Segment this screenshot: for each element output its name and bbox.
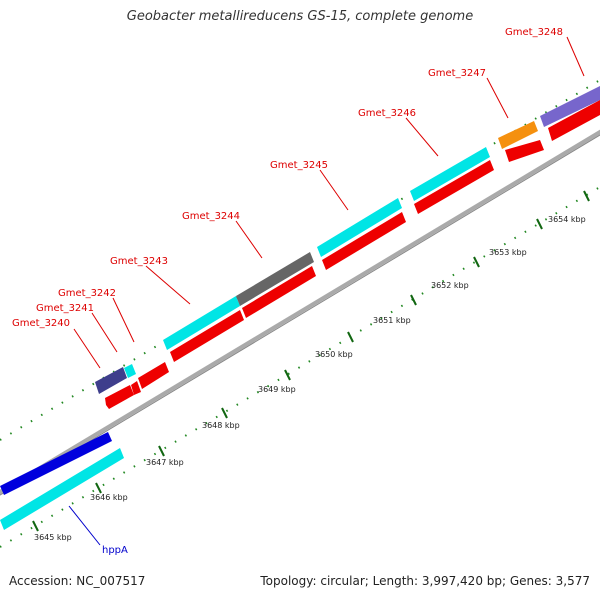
gene-Gmet_3240-block[interactable] [95, 367, 127, 394]
label-Gmet_3245[interactable]: Gmet_3245 [270, 160, 328, 171]
scale-label-3650: 3650 kbp [315, 350, 353, 359]
gene-Gmet_3241-block[interactable] [124, 364, 136, 378]
gene-reverse-arrow-1[interactable] [105, 385, 134, 409]
label-Gmet_3243[interactable]: Gmet_3243 [110, 256, 168, 267]
scale-label-3645: 3645 kbp [34, 533, 72, 542]
gene-reverse-arrow-5[interactable] [242, 266, 316, 318]
genome-backbone-shadow [0, 134, 600, 496]
gene-Gmet_3245-block[interactable] [317, 198, 402, 257]
inner-tick-row [0, 185, 600, 548]
gene-Gmet_3243-block[interactable] [163, 296, 240, 350]
map-title: Geobacter metallireducens GS-15, complet… [126, 9, 474, 24]
scale-label-3649: 3649 kbp [258, 385, 296, 394]
gene-Gmet_3244-block[interactable] [236, 252, 314, 306]
major-ticks [32, 190, 590, 532]
scale-label-3648: 3648 kbp [202, 421, 240, 430]
label-Gmet_3242[interactable]: Gmet_3242 [58, 288, 116, 299]
gene-reverse-arrow-9[interactable] [548, 100, 600, 141]
gene-reverse-arrow-6[interactable] [322, 212, 406, 270]
gene-reverse-arrow-3[interactable] [138, 362, 169, 389]
gene-Gmet_3242-arrow[interactable] [131, 381, 141, 395]
scale-label-3653: 3653 kbp [489, 248, 527, 257]
scale-label-3654: 3654 kbp [548, 215, 586, 224]
gene-Gmet_3246-block[interactable] [410, 147, 490, 201]
genome-stats-text: Topology: circular; Length: 3,997,420 bp… [260, 574, 590, 588]
gene-Gmet_3248-block[interactable] [540, 86, 600, 127]
gene-hppA-block[interactable] [0, 432, 112, 495]
label-Gmet_3244[interactable]: Gmet_3244 [182, 211, 240, 222]
scale-label-3647: 3647 kbp [146, 458, 184, 467]
accession-text: Accession: NC_007517 [9, 574, 146, 588]
gene-reverse-arrow-4[interactable] [170, 310, 244, 362]
scale-label-3646: 3646 kbp [90, 493, 128, 502]
gene-reverse-arrow-8[interactable] [505, 140, 544, 162]
gene-block-cyan-left[interactable] [0, 448, 124, 530]
genome-backbone [0, 129, 600, 495]
scale-label-3651: 3651 kbp [373, 316, 411, 325]
label-Gmet_3240[interactable]: Gmet_3240 [12, 318, 70, 329]
label-Gmet_3246[interactable]: Gmet_3246 [358, 108, 416, 119]
label-Gmet_3248[interactable]: Gmet_3248 [505, 27, 563, 38]
label-leaders [68, 36, 585, 546]
label-Gmet_3247[interactable]: Gmet_3247 [428, 68, 486, 79]
gene-reverse-arrow-7[interactable] [414, 160, 494, 214]
label-Gmet_3241[interactable]: Gmet_3241 [36, 303, 94, 314]
label-hppA[interactable]: hppA [102, 545, 128, 556]
gene-Gmet_3247-block[interactable] [498, 121, 538, 149]
scale-label-3652: 3652 kbp [431, 281, 469, 290]
